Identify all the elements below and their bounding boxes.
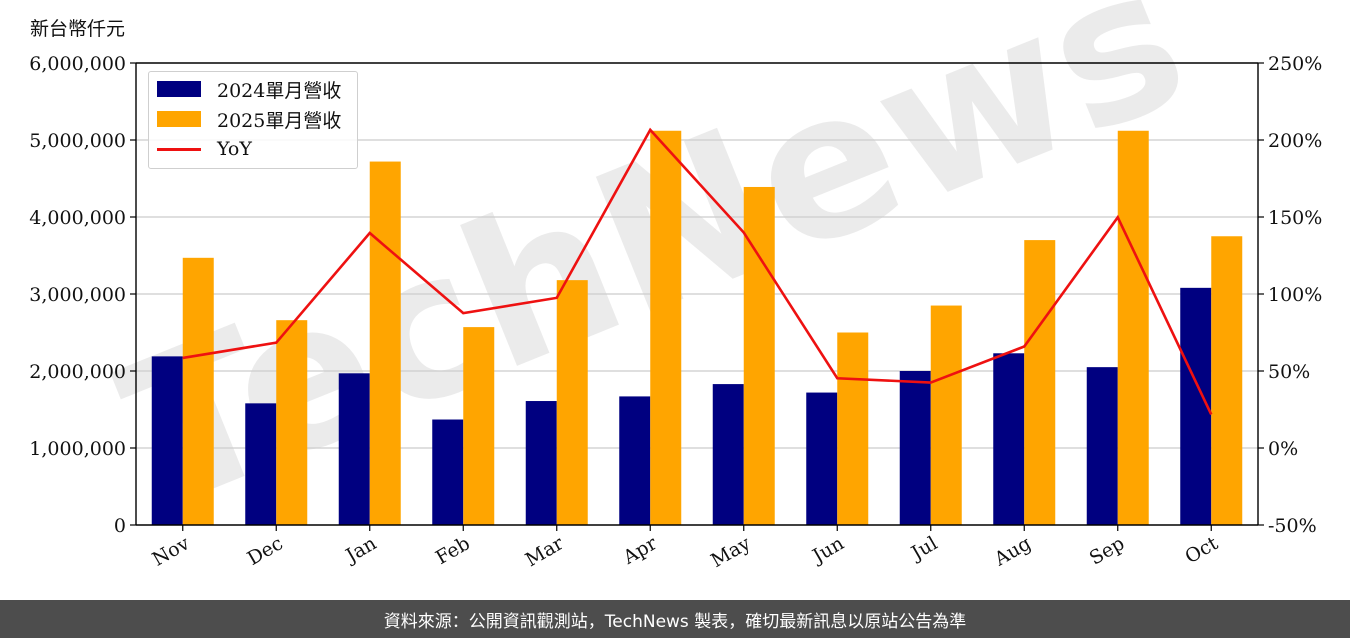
bar-2024-nov [151, 356, 183, 525]
y-left-tick-label: 0 [114, 515, 126, 537]
bar-2025-feb [463, 327, 495, 525]
bar-2024-jun [806, 392, 838, 525]
x-tick-label-jan: Jan [341, 532, 381, 568]
y-right-tick-label: 200% [1268, 130, 1322, 152]
bar-2024-feb [432, 419, 464, 525]
y-left-tick-label: 3,000,000 [29, 284, 126, 306]
y-right-tick-label: 150% [1268, 207, 1322, 229]
y-right-tick-label: 50% [1268, 361, 1310, 383]
chart: TechNews 01,000,0002,000,0003,000,0004,0… [29, 0, 1322, 572]
x-tick-label-sep: Sep [1086, 532, 1129, 569]
legend-label-2024: 2024單月營收 [217, 79, 342, 102]
bar-2025-may [743, 186, 775, 525]
y-left-tick-label: 1,000,000 [29, 438, 126, 460]
bar-2024-jan [338, 373, 370, 525]
legend-line-yoy [157, 147, 201, 151]
y-left-tick-label: 6,000,000 [29, 53, 126, 75]
legend-label-2025: 2025單月營收 [217, 109, 342, 132]
bar-2025-dec [276, 320, 308, 525]
legend-swatch-2025 [157, 111, 201, 127]
bar-2025-sep [1117, 130, 1149, 525]
bar-2025-nov [182, 257, 214, 525]
bar-2025-aug [1024, 240, 1056, 525]
x-tick-label-feb: Feb [432, 532, 474, 569]
x-tick-label-aug: Aug [990, 532, 1035, 571]
legend-item-yoy: YoY [157, 137, 252, 161]
bar-2025-jan [369, 161, 401, 525]
yoy-line [182, 127, 1213, 415]
y-left-tick-label: 4,000,000 [29, 207, 126, 229]
legend: 2024單月營收 2025單月營收 YoY [148, 71, 358, 169]
bar-2025-jul [930, 305, 962, 525]
legend-item-2024: 2024單月營收 [157, 77, 342, 102]
bar-2025-jun [837, 332, 869, 525]
legend-swatch-2024 [157, 81, 201, 97]
y-left-tick-label: 5,000,000 [29, 130, 126, 152]
y-right-tick-label: -50% [1268, 515, 1317, 537]
bar-2024-mar [525, 401, 557, 525]
x-tick-label-may: May [707, 532, 754, 572]
legend-item-2025: 2025單月營收 [157, 107, 342, 132]
source-footer-text: 資料來源：公開資訊觀測站，TechNews 製表，確切最新訊息以原站公告為準 [383, 611, 967, 632]
x-tick-label-oct: Oct [1181, 532, 1222, 568]
bar-2025-oct [1211, 236, 1243, 525]
source-footer: 資料來源：公開資訊觀測站，TechNews 製表，確切最新訊息以原站公告為準 [0, 600, 1350, 638]
x-tick-label-dec: Dec [244, 532, 287, 570]
y-right-tick-label: 250% [1268, 53, 1322, 75]
bar-2024-jul [899, 371, 931, 525]
bar-2024-apr [619, 396, 651, 525]
x-tick-label-apr: Apr [619, 532, 662, 569]
bar-2024-aug [993, 353, 1025, 525]
x-tick-label-mar: Mar [522, 532, 568, 571]
x-tick-label-jun: Jun [807, 532, 848, 568]
legend-label-yoy: YoY [217, 138, 252, 160]
bars [151, 130, 1243, 525]
x-tick-label-jul: Jul [906, 532, 941, 565]
bar-2024-sep [1086, 367, 1118, 525]
y-left-tick-label: 2,000,000 [29, 361, 126, 383]
bar-2025-apr [650, 130, 682, 525]
y-axis-unit-label: 新台幣仟元 [30, 18, 126, 40]
y-right-tick-label: 0% [1268, 438, 1298, 460]
yoy-line-layer [182, 127, 1213, 415]
bar-2025-mar [556, 280, 588, 525]
bar-2024-dec [245, 403, 277, 525]
bar-2024-may [712, 384, 744, 525]
y-right-tick-label: 100% [1268, 284, 1322, 306]
